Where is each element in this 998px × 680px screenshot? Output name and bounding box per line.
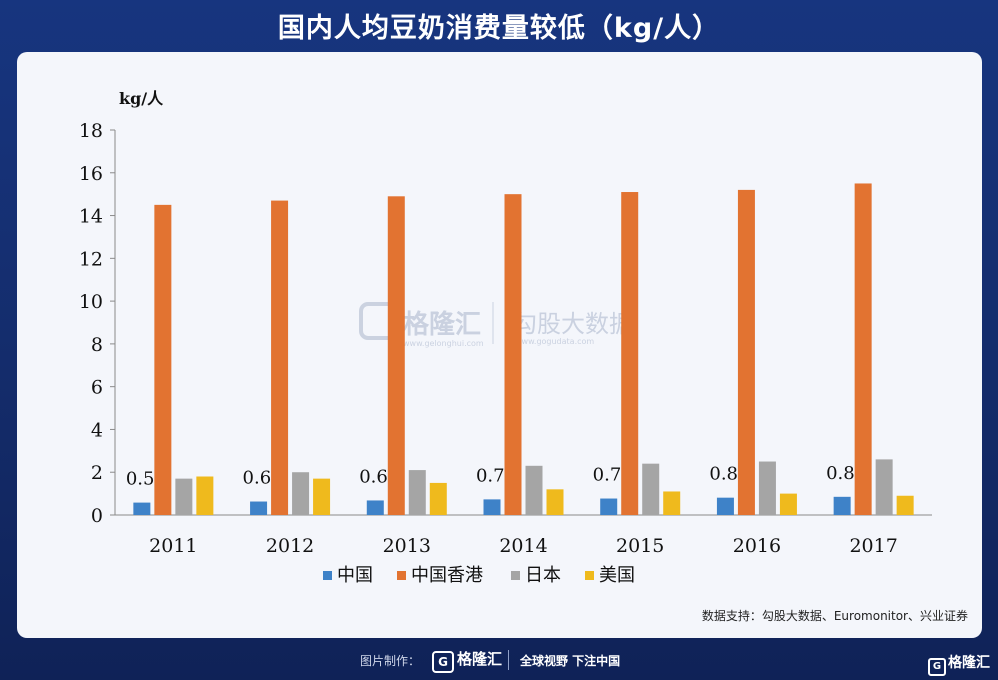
- bar-4-2017: [896, 495, 914, 515]
- bar-4-2011: [196, 476, 214, 515]
- bar-2-2016: [737, 189, 755, 515]
- watermark: 格隆汇 www.gelonghui.com 勾股大数据 www.gogudata…: [359, 302, 633, 348]
- bar-2-2011: [154, 204, 172, 515]
- brand-logo-icon: G: [432, 651, 454, 673]
- x-tick-label: 2012: [266, 535, 314, 557]
- legend-label: 日本: [525, 565, 561, 586]
- y-tick-label: 8: [91, 334, 103, 356]
- y-tick-label: 6: [91, 377, 103, 399]
- bar-2-2014: [504, 194, 522, 515]
- bar-3-2014: [525, 465, 543, 515]
- bar-2-2012: [271, 200, 289, 516]
- watermark-right-url: www.gogudata.com: [515, 337, 594, 346]
- footer-divider: [508, 650, 509, 670]
- bar-1-2016: [716, 497, 734, 515]
- y-tick-label: 10: [79, 291, 103, 313]
- y-tick-label: 18: [79, 120, 103, 142]
- bar-1-2013: [366, 500, 384, 515]
- bar-1-2014: [483, 499, 501, 515]
- footer: 图片制作： G 格隆汇 全球视野 下注中国: [0, 646, 998, 676]
- bar-3-2012: [292, 472, 310, 515]
- bar-3-2013: [408, 470, 426, 515]
- bar-1-2015: [600, 498, 618, 515]
- corner-logo-icon: G: [928, 658, 946, 676]
- bar-1-2017: [833, 496, 851, 515]
- legend-swatch: [585, 571, 594, 580]
- bar-3-2017: [875, 459, 893, 515]
- bar-1-2011: [133, 502, 151, 515]
- y-ticks: 0 2 4 6 8 10 12 14 16 18: [79, 120, 115, 527]
- y-axis-label: kg/人: [119, 89, 164, 108]
- y-tick-label: 14: [79, 206, 103, 228]
- footer-slogan: 全球视野 下注中国: [520, 654, 621, 668]
- y-tick-label: 12: [79, 248, 103, 270]
- bar-2-2015: [621, 192, 639, 515]
- y-tick-label: 4: [91, 419, 103, 441]
- bar-3-2011: [175, 478, 193, 515]
- chart-card: 格隆汇 www.gelonghui.com 勾股大数据 www.gogudata…: [17, 52, 982, 638]
- corner-brand-name: 格隆汇: [948, 655, 990, 671]
- x-tick-label: 2016: [733, 535, 781, 557]
- footer-brand: G 格隆汇: [432, 648, 502, 673]
- page-title: 国内人均豆奶消费量较低（kg/人）: [277, 13, 721, 44]
- bar-chart: 格隆汇 www.gelonghui.com 勾股大数据 www.gogudata…: [79, 89, 932, 586]
- watermark-left: 格隆汇: [403, 309, 481, 340]
- watermark-right: 勾股大数据: [513, 310, 633, 338]
- bar-4-2016: [779, 493, 797, 515]
- bar-2-2013: [387, 196, 405, 516]
- legend-label: 中国香港: [411, 565, 483, 586]
- bar-3-2015: [642, 463, 660, 515]
- x-tick-label: 2013: [383, 535, 431, 557]
- bar-2-2017: [854, 183, 872, 515]
- legend-swatch: [511, 571, 520, 580]
- corner-brand: G 格隆汇: [928, 652, 990, 676]
- x-tick-label: 2014: [499, 535, 547, 557]
- bars: 0.58 0.63 0.68 0.73 0.77 0.81 0.85: [126, 183, 914, 516]
- bar-1-2012: [250, 501, 268, 515]
- legend-swatch: [397, 571, 406, 580]
- x-tick-labels: 2011 2012 2013 2014 2015 2016 2017: [149, 535, 898, 557]
- watermark-left-url: www.gelonghui.com: [403, 339, 484, 348]
- y-tick-label: 0: [91, 505, 103, 527]
- y-tick-label: 2: [91, 462, 103, 484]
- bar-3-2016: [758, 461, 776, 515]
- bar-4-2015: [663, 491, 681, 515]
- x-tick-label: 2015: [616, 535, 664, 557]
- x-tick-label: 2017: [849, 535, 897, 557]
- data-source: 数据支持：勾股大数据、Euromonitor、兴业证券: [701, 609, 968, 623]
- footer-brand-name: 格隆汇: [457, 650, 503, 668]
- x-tick-label: 2011: [149, 535, 197, 557]
- legend-label: 美国: [599, 565, 635, 586]
- bar-4-2014: [546, 489, 564, 515]
- bar-4-2012: [313, 478, 331, 515]
- footer-made-by: 图片制作：: [360, 654, 421, 668]
- legend-swatch: [323, 571, 332, 580]
- legend: 中国 中国香港 日本 美国: [323, 565, 635, 586]
- y-tick-label: 16: [79, 163, 103, 185]
- bar-4-2013: [429, 482, 447, 515]
- legend-label: 中国: [337, 565, 373, 586]
